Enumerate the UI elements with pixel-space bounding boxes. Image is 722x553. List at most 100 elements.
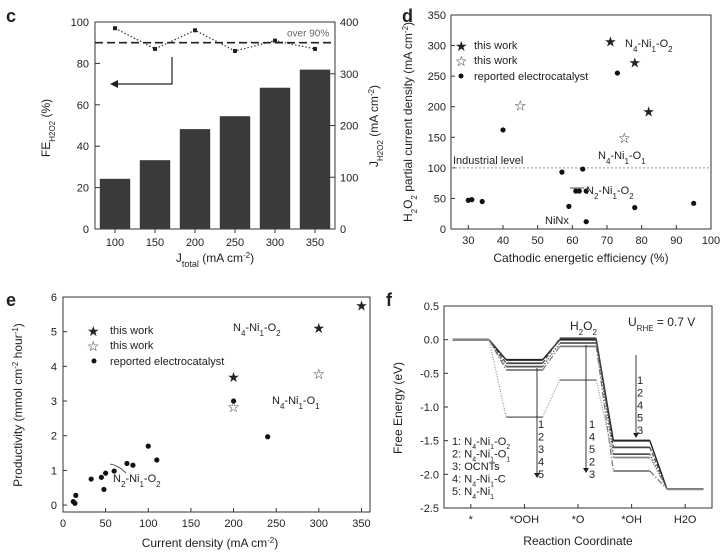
legend-label-this-work-d: this work <box>474 40 518 52</box>
star-point: ★ <box>628 56 641 72</box>
panel-e-frame <box>62 296 371 513</box>
step-number-o: 3 <box>589 469 595 481</box>
ann-d-n2ni1o2: N2-Ni1-O2 <box>586 185 634 201</box>
fe-point <box>233 48 237 53</box>
data-point <box>88 476 94 482</box>
hollow-star-point: ☆ <box>514 98 527 114</box>
energy-connector <box>595 379 614 458</box>
energy-connector <box>595 338 614 448</box>
step-number-o: 4 <box>589 432 595 444</box>
tick-label: 300 <box>340 69 358 81</box>
panel-c-arrowhead <box>110 80 118 88</box>
tick-label: 0 <box>440 224 446 236</box>
tick-label: 200 <box>428 102 446 114</box>
tick-label: *OH <box>621 514 642 526</box>
step-number-oh: 4 <box>637 400 643 412</box>
step-number-oh: 5 <box>637 413 643 425</box>
fe-point <box>193 28 197 33</box>
tick-label: 200 <box>186 237 204 249</box>
data-point <box>614 70 621 76</box>
tick-label: 6 <box>51 292 57 304</box>
step-number-o: 1 <box>589 419 595 431</box>
tick-label: 4 <box>51 361 57 373</box>
star-point: ★ <box>642 105 655 121</box>
step-number-ooh: 4 <box>538 457 544 469</box>
data-point <box>130 462 136 468</box>
fe-point <box>153 46 157 51</box>
tick-label: 250 <box>267 518 285 530</box>
data-point <box>583 188 589 194</box>
bar <box>139 160 171 229</box>
panel-f-y-axis: 0.5 0.0 -0.5 -1.0 -1.5 -2.0 -2.5 <box>420 301 448 515</box>
fe-point <box>313 46 317 51</box>
panel-c-right-axis: 0 100 200 300 400 <box>330 17 358 236</box>
data-point <box>124 460 130 467</box>
tick-label: 100 <box>71 17 89 29</box>
tick-label: 0 <box>340 224 346 236</box>
panel-f-title: URHE = 0.7 V <box>628 315 695 333</box>
legend-item: 4: N4-Ni1-C <box>452 474 506 489</box>
data-point <box>73 492 79 498</box>
tick-label: 3 <box>51 396 57 408</box>
tick-label: 100 <box>139 518 157 530</box>
energy-connector <box>649 457 668 490</box>
panel-c-threshold-label: over 90% <box>287 29 329 40</box>
data-point <box>103 470 109 476</box>
tick-label: 0 <box>83 224 89 236</box>
tick-label: 0 <box>51 500 57 512</box>
tick-label: * <box>469 514 474 526</box>
tick-label: 250 <box>226 237 244 249</box>
panel-c-bars <box>99 69 331 229</box>
ann-e-n2ni1o2: N2-Ni1-O2 <box>113 473 161 489</box>
energy-connector <box>488 339 507 364</box>
tick-label: 50 <box>532 235 544 247</box>
energy-connector <box>488 339 507 418</box>
legend-item: 5: N4-Ni1 <box>452 486 494 501</box>
tick-label: 250 <box>428 71 446 83</box>
step-number-ooh: 2 <box>538 432 544 444</box>
bar <box>259 87 291 229</box>
panel-d-frame <box>450 14 712 230</box>
energy-connector <box>542 337 561 364</box>
legend-item: 1: N4-Ni1-O2 <box>452 436 510 451</box>
tick-label: 80 <box>77 58 89 70</box>
panel-label-d: d <box>402 6 413 26</box>
energy-connector <box>542 346 561 371</box>
tick-label: 150 <box>428 132 446 144</box>
fe-point <box>273 38 277 43</box>
tick-label: -1.5 <box>420 436 439 448</box>
energy-connector <box>542 342 561 367</box>
energy-connector <box>595 346 614 472</box>
legend-label-reported-e: reported electrocatalyst <box>110 356 224 368</box>
data-point <box>111 468 117 474</box>
hollow-star-point: ☆ <box>618 131 631 147</box>
energy-connector <box>649 447 668 490</box>
panel-label-c: c <box>6 6 16 26</box>
energy-connector <box>542 379 561 418</box>
data-point <box>230 398 237 404</box>
legend-hollow-star-e: ☆ <box>87 338 100 354</box>
tick-label: -2.5 <box>420 503 439 515</box>
legend-dot-d <box>458 73 464 79</box>
panel-f-header-h2o2: H2O2 <box>570 319 597 337</box>
panel-c-axis-arrow <box>115 57 173 85</box>
step-number-ooh: 5 <box>538 469 544 481</box>
tick-label: 300 <box>310 518 328 530</box>
panel-c: c 0 20 40 60 80 100 0 100 200 300 400 100 150 200 25… <box>6 6 385 269</box>
panel-c-ylabel: FEH2O2 (%) <box>39 99 57 157</box>
panel-d-ylabel: H2O2 partial current density (mA cm-2) <box>401 22 419 222</box>
tick-label: 400 <box>340 17 358 29</box>
tick-label: -2.0 <box>420 469 439 481</box>
tick-label: 20 <box>77 183 89 195</box>
data-point <box>691 200 697 206</box>
panel-d-legend: ★ this work ☆ this work reported electro… <box>455 38 588 83</box>
step-number-oh: 2 <box>637 388 643 400</box>
energy-connector <box>488 339 507 371</box>
panel-c-frame <box>94 21 336 230</box>
tick-label: 300 <box>428 41 446 53</box>
ann-d-n4ni1o2: N4-Ni1-O2 <box>625 38 673 54</box>
panel-f-x-axis: * *OOH *O *OH H2O <box>469 504 697 526</box>
panel-d: d 0 50 100 150 200 250 300 350 30 40 50 60 70 80 90 10… <box>401 6 721 265</box>
tick-label: 350 <box>306 237 324 249</box>
